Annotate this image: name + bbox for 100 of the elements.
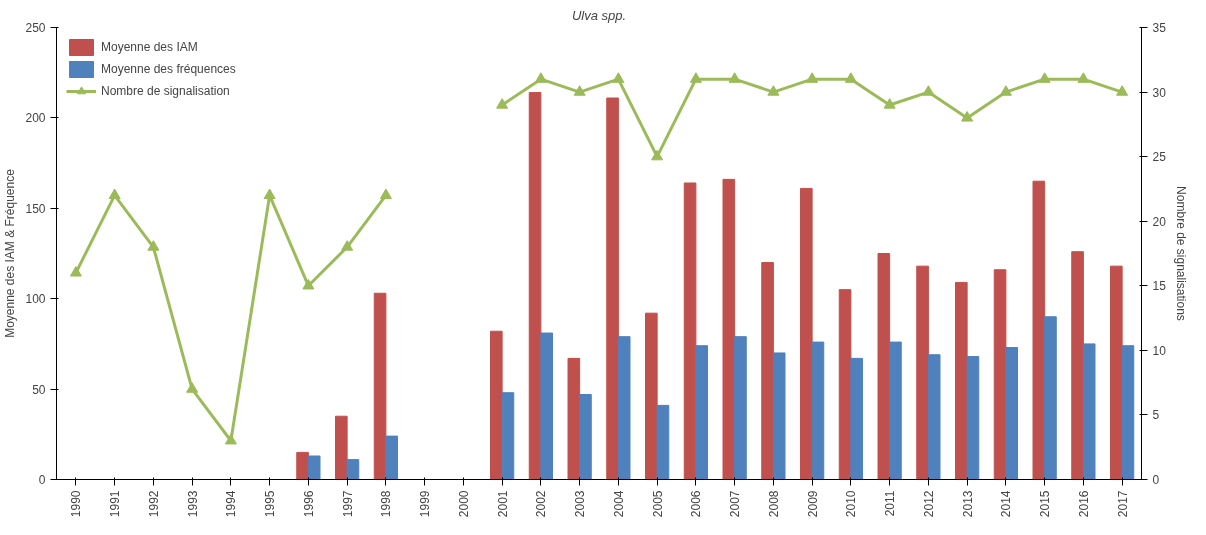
bar <box>772 352 786 480</box>
bar <box>385 435 398 480</box>
point <box>651 149 664 161</box>
bar <box>579 394 592 480</box>
point <box>1077 72 1090 83</box>
x-tick-label: 2002 <box>534 490 549 518</box>
x-tick-label: 2012 <box>921 490 936 518</box>
bar <box>889 341 902 480</box>
x-tick-label: 1990 <box>69 490 84 518</box>
x-tick-label: 2016 <box>1076 490 1091 518</box>
x-tick-label: 2017 <box>1115 490 1130 518</box>
legend-label: Moyenne des IAM <box>101 40 198 54</box>
bar <box>683 182 697 480</box>
x-tick-label: 2008 <box>766 490 781 518</box>
y2-tick-label: 35 <box>1152 21 1167 35</box>
bar <box>1110 265 1123 480</box>
point <box>767 85 780 96</box>
point <box>263 188 276 200</box>
bar <box>800 187 813 480</box>
x-tick-label: 1999 <box>418 490 433 518</box>
point <box>728 72 741 83</box>
bar <box>877 253 891 480</box>
point <box>534 72 547 83</box>
point <box>961 111 974 122</box>
x-tick-label: 1997 <box>340 490 355 518</box>
bar <box>501 392 515 480</box>
bar <box>916 265 929 480</box>
point <box>1116 85 1129 96</box>
bar <box>645 312 658 480</box>
point <box>69 266 82 277</box>
point <box>108 188 121 200</box>
y-tick-label: 50 <box>32 382 46 397</box>
point <box>302 278 315 290</box>
y2-axis-title: Nombre de signalisations <box>1173 186 1188 321</box>
x-tick-label: 2010 <box>844 490 859 518</box>
bar <box>722 178 736 480</box>
legend-label: Moyenne des fréquences <box>101 62 236 76</box>
x-tick-label: 2007 <box>728 490 743 518</box>
x-tick-label: 2005 <box>650 490 665 518</box>
x-tick-label: 2006 <box>689 490 704 518</box>
x-tick-label: 2000 <box>456 490 471 518</box>
bar <box>695 345 708 480</box>
x-tick-label: 2001 <box>495 490 510 518</box>
point <box>689 72 702 83</box>
bar <box>927 354 941 480</box>
bar <box>528 92 542 480</box>
chart-title: Ulva spp. <box>571 7 627 23</box>
bar <box>1082 343 1096 480</box>
bar <box>966 356 980 480</box>
x-tick-label: 1995 <box>263 490 278 518</box>
x-tick-label: 1992 <box>146 490 161 518</box>
bar <box>1044 316 1057 480</box>
x-tick-label: 1993 <box>185 490 200 518</box>
point <box>573 85 586 96</box>
point <box>341 240 354 251</box>
bar <box>993 269 1007 480</box>
y2-tick-label: 5 <box>1152 408 1160 423</box>
point <box>922 85 935 96</box>
bar <box>1032 180 1046 480</box>
x-tick-label: 2013 <box>960 490 975 518</box>
y-tick-label: 0 <box>38 473 46 487</box>
point <box>999 85 1012 96</box>
bar <box>490 330 503 480</box>
y-tick-label: 200 <box>25 111 46 126</box>
bar <box>656 404 670 480</box>
point <box>496 98 509 109</box>
point <box>806 72 819 83</box>
y-tick-label: 250 <box>25 21 46 35</box>
legend-label: Nombre de signalisation <box>101 84 230 98</box>
bar <box>335 415 348 480</box>
y2-tick-label: 30 <box>1152 85 1167 100</box>
y-tick-label: 100 <box>25 292 46 307</box>
x-tick-label: 2015 <box>1038 490 1053 518</box>
bar <box>617 336 631 480</box>
x-tick-label: 2003 <box>573 490 588 518</box>
y2-tick-label: 25 <box>1152 150 1167 165</box>
x-tick-label: 2014 <box>999 490 1014 518</box>
bar <box>838 289 852 480</box>
y2-tick-label: 20 <box>1152 214 1167 229</box>
bar <box>567 357 581 480</box>
bar <box>811 341 825 480</box>
y2-tick-label: 10 <box>1152 343 1167 358</box>
point <box>147 240 160 251</box>
point <box>612 72 625 83</box>
x-tick-label: 1991 <box>108 490 123 518</box>
x-tick-label: 1996 <box>301 490 316 518</box>
point <box>844 72 857 83</box>
bar <box>296 451 309 480</box>
x-tick-label: 1998 <box>379 490 394 518</box>
bar <box>1071 251 1084 480</box>
point <box>186 382 199 393</box>
x-tick-label: 2004 <box>611 490 626 518</box>
point <box>379 188 392 200</box>
bar <box>540 332 553 480</box>
bar <box>955 281 968 480</box>
bar <box>1121 345 1135 480</box>
bar <box>373 292 387 480</box>
bar <box>606 97 619 480</box>
y2-tick-label: 0 <box>1152 473 1160 487</box>
bar <box>761 262 774 480</box>
